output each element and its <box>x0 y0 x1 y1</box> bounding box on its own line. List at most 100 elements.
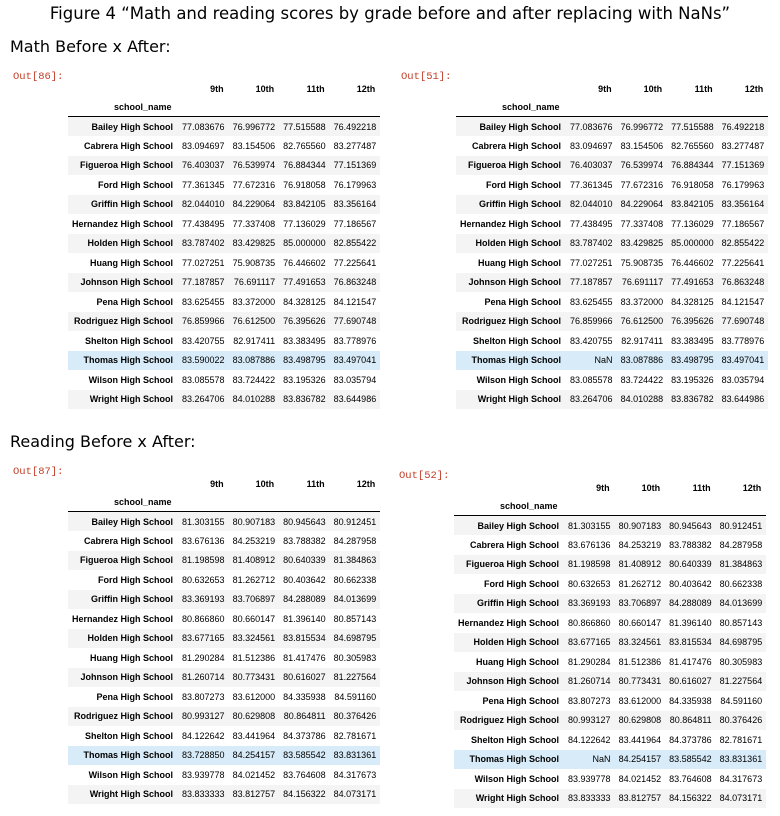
row-index-label: Huang High School <box>90 652 174 663</box>
table-cell: 83.277487 <box>721 140 765 151</box>
table-cell: 80.866860 <box>182 613 225 624</box>
table-cell: 77.027251 <box>182 257 225 268</box>
table-cell: 80.857143 <box>719 617 763 628</box>
math-section-title: Math Before x After: <box>10 37 171 56</box>
table-cell: 84.373786 <box>283 730 326 741</box>
row-index-label: Holden High School <box>473 637 560 648</box>
table-cell: 76.884344 <box>283 160 326 171</box>
row-index-label: Thomas High School <box>83 355 174 366</box>
table-cell: 80.632653 <box>182 574 225 585</box>
table-cell: 83.369193 <box>182 594 225 605</box>
row-index-label: Cabrera High School <box>84 535 174 546</box>
corner-cell <box>68 475 178 492</box>
table-cell: 81.227564 <box>719 676 763 687</box>
table-cell: 83.788382 <box>283 535 326 546</box>
column-header: 12th <box>356 83 376 94</box>
row-index-label: Bailey High School <box>91 121 174 132</box>
table-row: Wright High School 83.264706 84.010288 83.8… <box>68 389 381 409</box>
table-cell: 80.403642 <box>283 574 326 585</box>
reading-after-table: 9th 10th 11th 12th school_name Bailey High Sc… <box>454 479 767 808</box>
table-cell: 76.403037 <box>182 160 225 171</box>
table-cell: 76.996772 <box>620 121 664 132</box>
table-cell: 85.000000 <box>283 238 326 249</box>
table-cell: 84.698795 <box>719 637 763 648</box>
table-cell: 83.612000 <box>618 695 662 706</box>
table-cell: 83.815534 <box>283 633 326 644</box>
column-header-row: 9th 10th 11th 12th <box>68 475 380 492</box>
table-cell: 76.395626 <box>283 316 326 327</box>
table-cell: 83.644986 <box>721 394 765 405</box>
table-cell: 76.179963 <box>721 179 765 190</box>
table-cell: 80.632653 <box>568 578 611 589</box>
table-row: Ford High School 77.361345 77.672316 76.918… <box>456 175 768 195</box>
row-index-label: Shelton High School <box>85 730 174 741</box>
table-cell: 77.690748 <box>721 316 765 327</box>
table-cell: 84.121547 <box>333 296 377 307</box>
table-row: Rodriguez High School 80.993127 80.629808 8… <box>454 710 767 730</box>
table-row: Thomas High School NaN 83.087886 83.498795 8… <box>456 350 769 370</box>
table-row: Wright High School 83.264706 84.010288 83.8… <box>456 389 769 409</box>
corner-cell <box>456 80 566 97</box>
table-cell: 83.724422 <box>232 374 276 385</box>
table-row: Johnson High School 77.187857 76.691117 77.… <box>68 272 381 292</box>
table-cell: 82.044010 <box>182 199 225 210</box>
table-row: Pena High School 83.625455 83.372000 84.328… <box>68 292 380 312</box>
table-cell: 83.356164 <box>721 199 765 210</box>
table-cell: 80.945643 <box>283 516 326 527</box>
table-cell: 83.195326 <box>283 374 326 385</box>
table-row: Ford High School 77.361345 77.672316 76.918… <box>68 175 380 195</box>
row-index-label: Rodriguez High School <box>460 715 560 726</box>
table-cell: 83.585542 <box>669 754 712 765</box>
table-cell: 84.021452 <box>618 773 662 784</box>
column-header: 10th <box>255 478 275 489</box>
dataframe: 9th 10th 11th 12th school_name Bailey High Sc… <box>454 479 767 808</box>
table-row: Pena High School 83.807273 83.612000 84.335… <box>68 687 380 707</box>
table-row: Wilson High School 83.939778 84.021452 83.7… <box>454 769 766 789</box>
table-row: Rodriguez High School 80.993127 80.629808 8… <box>68 706 381 726</box>
column-header: 12th <box>742 482 762 493</box>
column-header: 9th <box>598 83 612 94</box>
index-name: school_name <box>454 496 565 516</box>
table-cell: 83.429825 <box>620 238 664 249</box>
table-cell: 84.287958 <box>719 539 763 550</box>
table-cell: 83.429825 <box>232 238 276 249</box>
dataframe: 9th 10th 11th 12th school_name Bailey High Sc… <box>68 80 381 409</box>
table-cell: 83.094697 <box>570 140 613 151</box>
row-index-label: Cabrera High School <box>84 140 174 151</box>
table-cell: 83.497041 <box>333 355 377 366</box>
table-cell: 84.287958 <box>333 535 377 546</box>
column-header-row: 9th 10th 11th 12th <box>454 479 766 496</box>
row-index-label: Holden High School <box>87 238 174 249</box>
table-cell: 77.491653 <box>283 277 326 288</box>
table-row: Ford High School 80.632653 81.262712 80.403… <box>454 574 766 594</box>
table-cell: 81.262712 <box>618 578 662 589</box>
table-cell: 80.857143 <box>333 613 377 624</box>
row-index-label: Hernandez High School <box>458 617 560 628</box>
table-cell: 77.672316 <box>620 179 664 190</box>
table-cell: 80.866860 <box>568 617 611 628</box>
table-cell: 81.198598 <box>568 559 611 570</box>
table-cell: 80.945643 <box>669 520 712 531</box>
table-cell: 77.083676 <box>570 121 613 132</box>
table-cell: 76.539974 <box>232 160 276 171</box>
corner-cell <box>68 80 178 97</box>
table-cell: 83.154506 <box>620 140 664 151</box>
table-cell: 83.087886 <box>620 355 664 366</box>
figure-title: Figure 4 “Math and reading scores by gra… <box>49 4 731 23</box>
row-index-label: Bailey High School <box>91 516 174 527</box>
table-cell: 77.361345 <box>182 179 225 190</box>
table-cell: 83.706897 <box>232 594 276 605</box>
table-cell: 84.335938 <box>283 691 326 702</box>
row-index-label: Rodriguez High School <box>74 316 174 327</box>
table-cell: 77.225641 <box>721 257 765 268</box>
dataframe: 9th 10th 11th 12th school_name Bailey High Sc… <box>68 475 381 804</box>
table-row: Johnson High School 77.187857 76.691117 77.… <box>456 272 769 292</box>
math-before-table: 9th 10th 11th 12th school_name Bailey High Sc… <box>68 80 381 409</box>
row-index-label: Wilson High School <box>88 374 174 385</box>
table-cell: 77.672316 <box>232 179 276 190</box>
table-cell: 80.907183 <box>232 516 276 527</box>
table-cell: 80.864811 <box>283 711 326 722</box>
table-cell: 83.842105 <box>671 199 714 210</box>
table-cell: 83.807273 <box>182 691 225 702</box>
table-row: Holden High School 83.677165 83.324561 83.8… <box>454 632 767 652</box>
